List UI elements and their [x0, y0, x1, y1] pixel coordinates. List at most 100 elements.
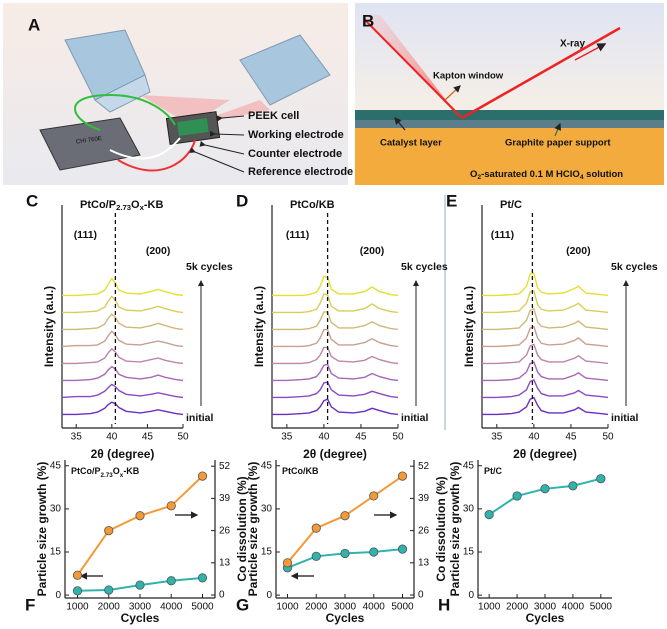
xrd-trace [482, 272, 609, 297]
panel-title: PtCo/KB [290, 199, 335, 211]
panel-title: Pt/C [500, 199, 522, 211]
y-axis-title: Intensity (a.u.) [252, 286, 266, 367]
panel-title: PtCo/P2.73Ox-KB [71, 466, 140, 478]
text-part: -saturated 0.1 M HClO [481, 169, 580, 180]
data-point [104, 526, 114, 536]
x-tick-label: 35 [71, 432, 83, 443]
xrd-trace [272, 346, 399, 365]
text-part: O [470, 169, 477, 180]
xrd-trace [61, 330, 184, 348]
y-axis-title: Particle size growth (%) [246, 462, 260, 597]
text-part: -KB [144, 199, 164, 211]
y2-tick-label: 39 [418, 493, 430, 504]
y2-tick-label: 13 [219, 557, 231, 568]
wire [74, 93, 176, 131]
xrd-trace [62, 347, 184, 365]
panel-letter: C [26, 191, 38, 210]
text-part: PtCo/KB [282, 466, 319, 476]
x-tick-label: 1000 [478, 602, 501, 613]
pointer [554, 122, 562, 137]
x-tick-label: 2000 [506, 602, 529, 613]
x-axis-title: Cycles [121, 611, 160, 625]
x-axis-title: 2θ (degree) [303, 447, 367, 461]
cell-window [177, 117, 209, 137]
y-tick-label: 45 [463, 460, 475, 471]
text-part: 4 [580, 174, 584, 181]
pointer [444, 85, 461, 101]
data-point [484, 510, 494, 520]
y-axis-title: Intensity (a.u.) [42, 286, 56, 367]
callout-label: PEEK cell [248, 110, 299, 122]
x-tick-label: 45 [355, 432, 367, 443]
y-tick-label: 45 [50, 460, 62, 471]
support-label: Graphite paper support [505, 138, 611, 149]
panel-title: Pt/C [484, 466, 503, 476]
y2-tick-label: 13 [418, 557, 430, 568]
xrd-trace [482, 378, 609, 399]
y2-tick-label: 52 [418, 461, 430, 472]
y2-tick-label: 0 [219, 590, 225, 601]
text-part: O [131, 199, 140, 211]
y-tick-label: 15 [50, 547, 62, 558]
data-point [197, 471, 208, 481]
y-tick-label: 30 [50, 504, 62, 515]
text-part: Pt/C [484, 466, 503, 476]
x-tick-label: 40 [528, 432, 540, 443]
start-label: initial [186, 412, 214, 424]
panel-a [3, 3, 348, 185]
y2-axis-title: Co dissolution (%) [434, 476, 448, 581]
panel-letter: E [446, 191, 457, 210]
x-axis-title: 2θ (degree) [513, 447, 577, 461]
peak-label: (200) [360, 245, 385, 257]
peak-label: (200) [566, 245, 591, 257]
x-tick-label: 2000 [305, 602, 328, 613]
x-tick-label: 1000 [66, 602, 89, 613]
start-label: initial [401, 412, 429, 424]
y-tick-label: 0 [468, 590, 474, 601]
x-axis-title: Cycles [526, 611, 565, 625]
pointer [216, 115, 245, 122]
y-tick-label: 0 [266, 590, 272, 601]
x-tick-label: 4000 [562, 602, 585, 613]
panel-title: PtCo/P2.73Ox-KB [80, 199, 163, 212]
xrd-trace [272, 328, 399, 348]
potentiostat [39, 117, 141, 171]
pointer [199, 140, 245, 155]
x-tick-label: 5000 [590, 602, 613, 613]
end-label: 5k cycles [401, 261, 448, 273]
x-tick-label: 4000 [363, 602, 386, 613]
series-line [488, 477, 602, 516]
y2-tick-label: 39 [219, 493, 231, 504]
start-label: initial [611, 412, 639, 424]
x-tick-label: 45 [142, 432, 154, 443]
pointer [209, 130, 245, 137]
xrd-trace [272, 311, 399, 331]
panel-letter: A [28, 15, 40, 34]
xrd-trace [62, 313, 184, 331]
support-band [355, 120, 664, 128]
y-axis-title: Particle size growth (%) [448, 462, 462, 597]
x-tick-label: 5000 [191, 602, 214, 613]
data-point [540, 484, 550, 494]
xrd-trace [482, 396, 609, 416]
text-part: x [120, 472, 124, 479]
wire [117, 139, 196, 172]
data-point [282, 558, 293, 568]
callout-label: Reference electrode [248, 166, 353, 178]
data-point [340, 548, 350, 559]
data-point [512, 491, 522, 501]
x-tick-label: 3000 [334, 602, 357, 613]
x-tick-label: 3000 [534, 602, 557, 613]
panel-b [355, 3, 664, 185]
x-axis-title: 2θ (degree) [91, 447, 155, 461]
data-point [166, 501, 176, 511]
text-part: 2 [477, 174, 481, 181]
xrd-trace [272, 363, 399, 382]
x-tick-label: 50 [602, 432, 614, 443]
panel-letter: D [236, 191, 248, 210]
xrd-trace [272, 275, 399, 297]
xrd-trace [482, 325, 609, 348]
end-label: 5k cycles [611, 261, 658, 273]
xrd-trace [272, 293, 399, 314]
